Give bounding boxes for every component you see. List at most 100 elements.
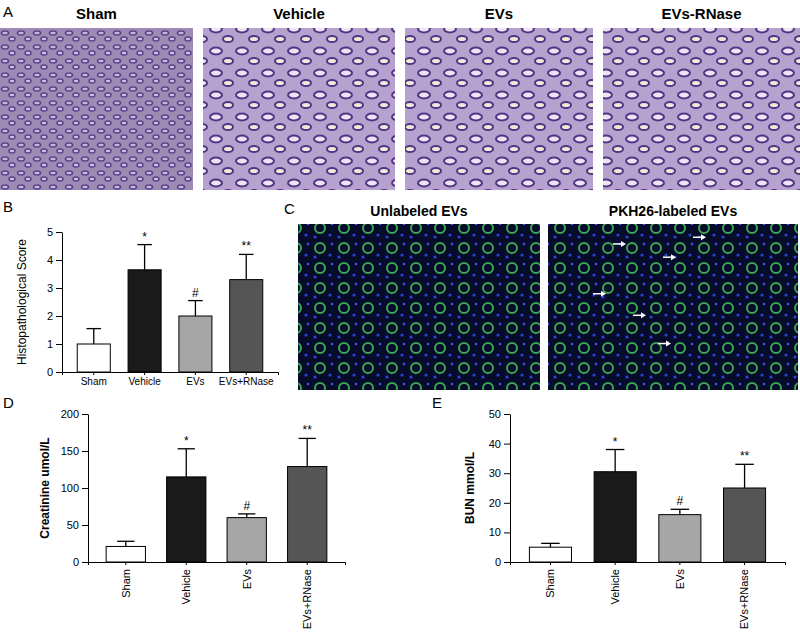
tick: EVs+RNase	[219, 372, 274, 387]
tick-mark	[82, 525, 88, 526]
axis-title: Creatinine umol/L	[38, 437, 52, 538]
tick-mark	[744, 562, 745, 565]
significance: **	[242, 239, 252, 253]
image	[0, 28, 193, 190]
tick: 200	[61, 408, 88, 420]
bar-chart: D050100150200Creatinine umol/LShamVehicl…	[3, 394, 346, 629]
tick-label: 10	[489, 526, 501, 538]
axis-line	[510, 415, 511, 563]
error-cap	[299, 438, 316, 439]
error-bar	[86, 329, 101, 344]
bar	[77, 344, 110, 372]
tick-label: Vehicle	[609, 569, 621, 604]
error-bar	[238, 514, 255, 518]
tick: 0	[495, 556, 510, 568]
error-line	[93, 329, 94, 344]
bar	[179, 316, 212, 372]
error-cap	[239, 254, 254, 255]
error-line	[744, 464, 745, 488]
tick-mark	[307, 562, 308, 565]
tick-mark	[56, 372, 62, 373]
tick-label: 40	[489, 438, 501, 450]
error-cap	[86, 328, 101, 329]
tick: 4	[47, 254, 62, 266]
y-axis: 01020304050	[489, 408, 511, 568]
error-cap	[606, 449, 625, 450]
tick-mark	[125, 562, 126, 565]
arrow-head	[671, 254, 676, 260]
axis-title: Histopathological Score	[15, 239, 29, 365]
tick-label: EVs	[186, 376, 204, 387]
significance: #	[677, 494, 684, 508]
tick-label: 30	[489, 467, 501, 479]
axis-line	[511, 563, 786, 566]
plot-area	[529, 450, 765, 562]
tick-mark	[504, 532, 510, 533]
tick: 0	[47, 366, 62, 378]
tick: Vehicle	[609, 562, 621, 604]
error-bar	[117, 541, 134, 546]
significance: **	[303, 423, 313, 437]
error-cap	[117, 541, 134, 542]
panel-label: C	[284, 200, 295, 217]
x-axis: ShamVehicleEVsEVs+RNase	[89, 562, 346, 629]
bar	[128, 270, 161, 372]
significance: #	[192, 286, 199, 300]
tick-label: EVs+RNase	[219, 376, 274, 387]
tick: 1	[47, 338, 62, 350]
arrow-head	[666, 341, 671, 347]
panel-label: B	[3, 198, 13, 215]
tick: Sham	[544, 562, 556, 598]
error-line	[195, 301, 196, 316]
error-cap	[188, 300, 203, 301]
axis-line	[88, 415, 89, 563]
significance: #	[243, 499, 250, 513]
tick: 40	[489, 438, 510, 450]
tick: 0	[73, 556, 88, 568]
error-cap	[541, 543, 560, 544]
error-line	[144, 245, 145, 270]
significance: **	[740, 449, 750, 463]
bar	[230, 280, 263, 372]
tick-mark	[504, 444, 510, 445]
bar-chart: E01020304050BUN mmol/LShamVehicleEVsEVs+…	[432, 394, 786, 629]
tick: 20	[489, 497, 510, 509]
tick-label: 20	[489, 497, 501, 509]
error-bar	[239, 254, 254, 279]
bar	[106, 546, 145, 562]
error-cap	[238, 513, 255, 514]
plot-area	[106, 438, 327, 562]
image-title: PKH26-labeled EVs	[609, 203, 738, 219]
arrow-head	[601, 291, 606, 297]
image	[548, 224, 798, 390]
image-title: Vehicle	[273, 5, 325, 22]
axis-line	[89, 563, 346, 566]
tick-mark	[504, 414, 510, 415]
tick: EVs+RNase	[738, 562, 750, 629]
arrow-head	[701, 234, 706, 240]
tick-label: 0	[47, 366, 53, 378]
tick: EVs+RNase	[301, 562, 313, 629]
error-bar	[671, 509, 690, 514]
tick-mark	[82, 562, 88, 563]
bar	[288, 467, 327, 562]
error-cap	[178, 448, 195, 449]
error-line	[614, 450, 615, 472]
tick-label: EVs+RNase	[301, 569, 313, 629]
arrow-head	[621, 241, 626, 247]
significance: *	[184, 434, 189, 448]
x-axis: ShamVehicleEVsEVs+RNase	[63, 372, 279, 387]
tick-label: EVs+RNase	[738, 569, 750, 629]
bar	[659, 515, 701, 562]
bar-chart: B012345Histopathological ScoreShamVehicl…	[3, 198, 279, 387]
bar	[724, 488, 766, 562]
axis-title: BUN mmol/L	[463, 452, 477, 524]
plot-area	[77, 245, 263, 372]
tick-label: 150	[61, 445, 79, 457]
image	[603, 28, 800, 190]
error-cap	[137, 244, 152, 245]
tick: 150	[61, 445, 88, 457]
tick: EVs	[186, 372, 204, 387]
tick: 2	[47, 310, 62, 322]
tick-mark	[56, 232, 62, 233]
